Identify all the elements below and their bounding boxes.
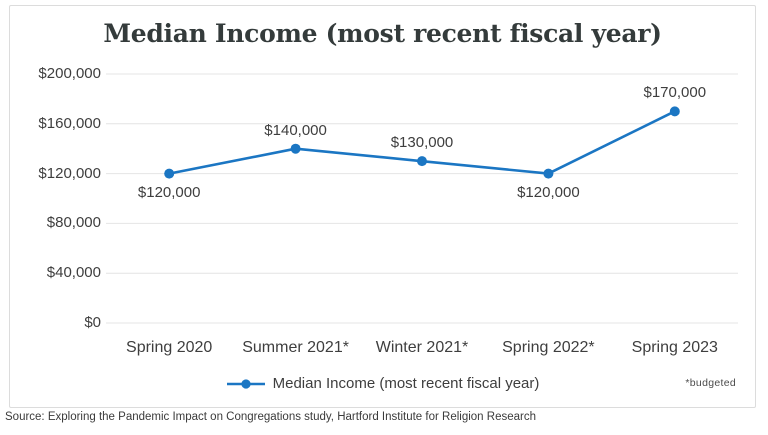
x-tick-label: Summer 2021* bbox=[242, 339, 349, 356]
y-tick-label: $160,000 bbox=[38, 114, 101, 132]
legend-line-marker-icon bbox=[226, 378, 265, 389]
data-point-label: $130,000 bbox=[390, 134, 454, 152]
data-point-label: $120,000 bbox=[137, 183, 201, 201]
y-tick-label: $120,000 bbox=[38, 164, 101, 182]
data-point-label: $170,000 bbox=[643, 84, 707, 102]
legend-label: Median Income (most recent fiscal year) bbox=[272, 375, 540, 392]
source-caption: Source: Exploring the Pandemic Impact on… bbox=[5, 411, 536, 423]
y-tick-label: $200,000 bbox=[38, 65, 101, 82]
x-tick-label: Spring 2022* bbox=[502, 339, 595, 356]
x-tick-label: Spring 2020 bbox=[126, 339, 213, 356]
legend: Median Income (most recent fiscal year) bbox=[10, 375, 755, 392]
x-tick-label: Spring 2023 bbox=[631, 339, 718, 356]
data-point bbox=[164, 168, 175, 179]
data-point-label: $140,000 bbox=[264, 121, 327, 139]
y-tick-label: $0 bbox=[84, 314, 101, 331]
y-tick-label: $80,000 bbox=[46, 214, 101, 232]
x-tick-label: Winter 2021* bbox=[375, 339, 469, 356]
data-point bbox=[417, 156, 427, 167]
chart-title: Median Income (most recent fiscal year) bbox=[103, 19, 662, 48]
budgeted-footnote: *budgeted bbox=[685, 377, 736, 389]
y-tick-label: $40,000 bbox=[46, 264, 101, 282]
data-point-label: $120,000 bbox=[517, 183, 580, 201]
line-chart bbox=[106, 73, 738, 324]
data-point bbox=[543, 168, 554, 179]
data-point bbox=[290, 143, 301, 154]
data-point bbox=[669, 106, 680, 117]
chart-card: Median Income (most recent fiscal year) … bbox=[9, 5, 756, 408]
